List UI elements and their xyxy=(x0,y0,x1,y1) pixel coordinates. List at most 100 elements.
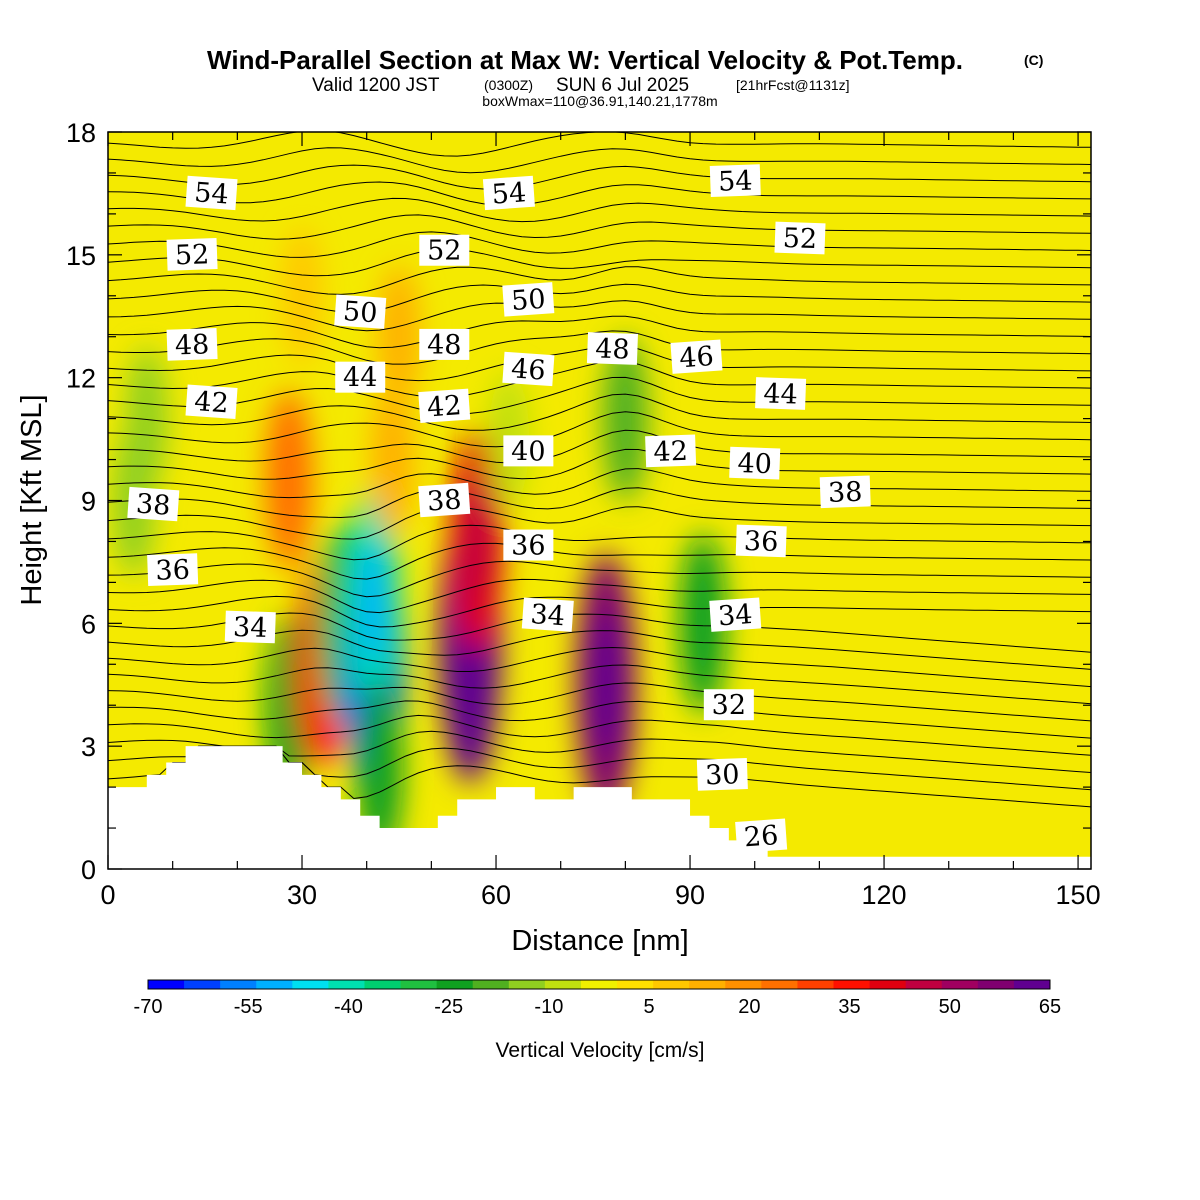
theta-contour-line xyxy=(108,468,1091,499)
svg-text:54: 54 xyxy=(718,166,753,198)
theta-contour-label: 48 xyxy=(586,332,638,366)
svg-text:48: 48 xyxy=(595,333,630,365)
theta-contour-label: 34 xyxy=(224,610,276,644)
theta-contour-label: 36 xyxy=(735,524,787,558)
x-tick-label: 30 xyxy=(287,880,317,910)
svg-text:46: 46 xyxy=(678,341,714,374)
theta-contour-label: 52 xyxy=(419,234,470,267)
theta-contour-line xyxy=(108,487,1091,519)
colorbar-swatch xyxy=(220,980,257,989)
colorbar-swatch xyxy=(761,980,798,989)
x-tick-label: 60 xyxy=(481,880,511,910)
velocity-cell xyxy=(265,390,313,571)
svg-text:36: 36 xyxy=(155,555,190,587)
colorbar-swatch xyxy=(941,980,979,989)
theta-contour-label: 36 xyxy=(503,529,554,562)
colorbar-swatch xyxy=(148,980,185,989)
colorbar-tick-label: -55 xyxy=(234,996,263,1018)
svg-text:44: 44 xyxy=(343,363,377,394)
svg-text:38: 38 xyxy=(828,477,863,509)
svg-text:50: 50 xyxy=(342,296,378,329)
theta-contour-label: 40 xyxy=(729,446,781,480)
colorbar-tick-label: 5 xyxy=(644,996,655,1018)
theta-contour-label: 36 xyxy=(147,553,199,587)
theta-contour-label: 50 xyxy=(334,294,387,329)
colorbar-swatch xyxy=(544,980,582,989)
theta-contour-line xyxy=(108,181,1091,206)
colorbar-swatch xyxy=(689,980,726,989)
svg-text:34: 34 xyxy=(233,612,268,644)
svg-text:42: 42 xyxy=(426,390,462,423)
velocity-field xyxy=(112,226,727,857)
theta-contour-line xyxy=(108,197,1091,223)
theta-contour-line xyxy=(108,231,1091,258)
svg-text:46: 46 xyxy=(510,353,546,386)
colorbar-tick-label: -40 xyxy=(334,996,363,1018)
chart-caption: boxWmax=110@36.91,140.21,1778m xyxy=(482,93,717,109)
svg-text:54: 54 xyxy=(491,177,527,210)
theta-contour-line xyxy=(108,682,1091,722)
svg-text:34: 34 xyxy=(717,599,753,632)
colorbar-swatch xyxy=(833,980,871,989)
svg-text:38: 38 xyxy=(426,484,462,517)
x-tick-label: 0 xyxy=(100,880,115,910)
theta-contour-label: 38 xyxy=(819,475,871,509)
y-tick-label: 12 xyxy=(66,364,96,394)
y-tick-label: 15 xyxy=(66,241,96,271)
colorbar-swatch xyxy=(869,980,907,989)
colorbar-swatch xyxy=(292,980,329,989)
theta-contour-line xyxy=(108,524,1091,561)
theta-contour-line xyxy=(108,506,1091,540)
theta-contour-line xyxy=(108,448,1091,480)
colorbar-swatch xyxy=(617,980,654,989)
x-axis: 0 30 60 90 120 150 xyxy=(100,132,1101,910)
theta-contour-line xyxy=(108,147,1091,174)
theta-contour-label: 50 xyxy=(502,282,555,317)
colorbar-swatch xyxy=(580,980,618,989)
svg-text:30: 30 xyxy=(705,759,740,791)
theta-contour-line xyxy=(108,429,1091,464)
theta-contour-label: 52 xyxy=(166,237,218,271)
colorbar-swatch xyxy=(400,980,438,989)
theta-contour-line xyxy=(108,578,1091,614)
svg-text:40: 40 xyxy=(737,448,772,480)
theta-contour-label: 34 xyxy=(521,597,574,632)
x-axis-label: Distance [nm] xyxy=(511,925,688,957)
svg-text:42: 42 xyxy=(653,436,688,468)
theta-contour-label: 40 xyxy=(503,435,554,467)
y-tick-label: 0 xyxy=(81,855,96,885)
svg-text:44: 44 xyxy=(763,378,798,410)
svg-text:52: 52 xyxy=(427,236,461,267)
y-tick-label: 3 xyxy=(81,732,96,762)
chart-title: Wind-Parallel Section at Max W: Vertical… xyxy=(207,45,963,75)
svg-text:52: 52 xyxy=(782,223,817,255)
svg-text:40: 40 xyxy=(511,436,545,467)
colorbar-frame xyxy=(147,979,1051,990)
svg-text:52: 52 xyxy=(174,239,209,271)
terrain-mask xyxy=(108,746,1091,869)
theta-contour-line xyxy=(108,646,1091,688)
y-tick-label: 9 xyxy=(81,487,96,517)
theta-contour-label: 32 xyxy=(703,689,754,721)
theta-contour-label: 54 xyxy=(185,175,238,211)
theta-contour-label: 38 xyxy=(127,486,180,522)
theta-contour-line xyxy=(108,376,1091,415)
svg-text:26: 26 xyxy=(743,820,779,853)
velocity-cell xyxy=(126,346,168,491)
colorbar-swatch xyxy=(328,980,365,989)
colorbar-swatch xyxy=(472,980,510,989)
theta-contour-line xyxy=(108,315,1091,349)
theta-contour-label: 42 xyxy=(185,384,238,419)
theta-contour-label: 30 xyxy=(696,757,748,791)
colorbar-swatch xyxy=(364,980,402,989)
colorbar: -70 -55 -40 -25 -10 5 20 35 50 65 xyxy=(134,979,1061,1018)
theta-contour-line xyxy=(108,411,1091,448)
theta-contour-line xyxy=(108,664,1091,705)
theta-contour-label: 42 xyxy=(418,388,471,423)
svg-text:36: 36 xyxy=(511,531,545,562)
colorbar-swatch xyxy=(184,980,221,989)
theta-contour-label: 34 xyxy=(709,597,762,632)
